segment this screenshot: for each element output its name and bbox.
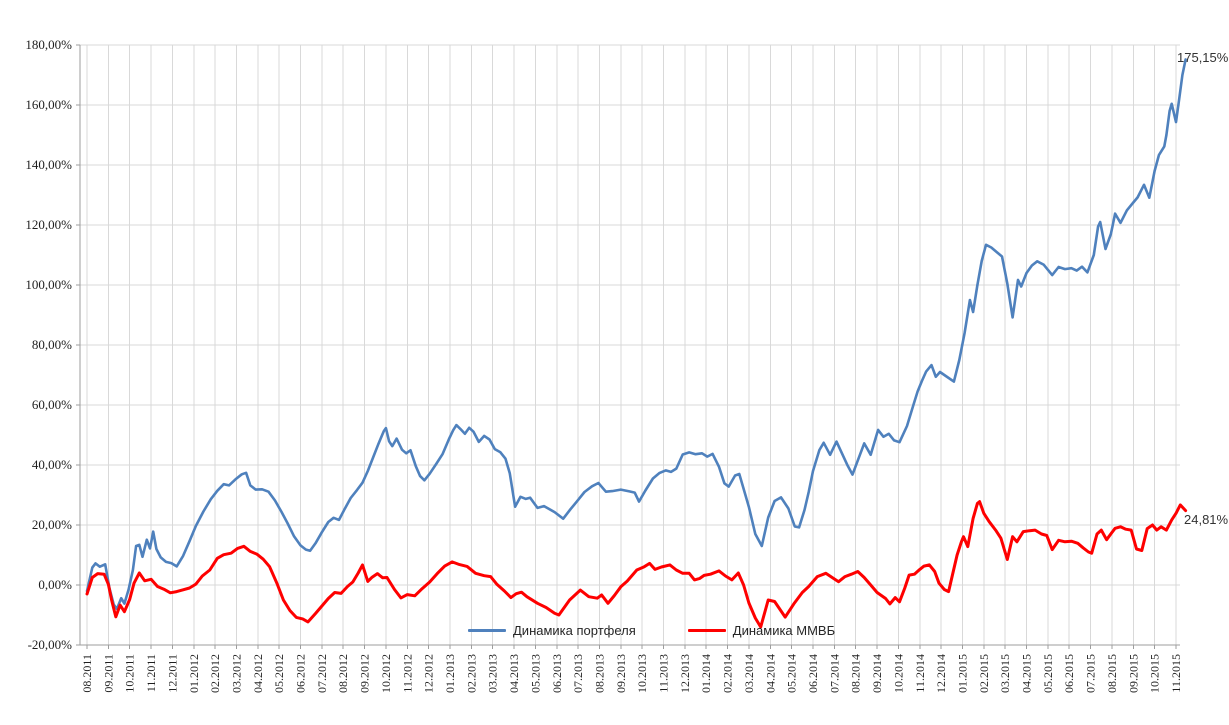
y-tick-label: 0,00% xyxy=(38,577,72,592)
index-line-sample-icon xyxy=(687,629,726,632)
portfolio-end-value-label: 175,15% xyxy=(1177,50,1229,65)
x-tick-label: 09.2015 xyxy=(1126,654,1140,693)
y-tick-label: 160,00% xyxy=(25,97,72,112)
index-end-value-label: 24,81% xyxy=(1184,512,1229,527)
x-tick-label: 07.2013 xyxy=(571,654,585,693)
x-tick-label: 03.2013 xyxy=(486,654,500,693)
y-tick-label: 140,00% xyxy=(25,157,72,172)
x-tick-label: 09.2011 xyxy=(101,654,115,693)
y-tick-label: 120,00% xyxy=(25,217,72,232)
x-tick-label: 06.2013 xyxy=(550,654,564,693)
x-tick-label: 12.2013 xyxy=(678,654,692,693)
x-tick-label: 08.2012 xyxy=(336,654,350,693)
x-tick-label: 11.2012 xyxy=(400,654,414,693)
x-tick-label: 04.2015 xyxy=(1020,654,1034,693)
legend-label-portfolio: Динамика портфеля xyxy=(513,623,636,638)
x-tick-label: 06.2014 xyxy=(806,654,820,693)
x-tick-label: 12.2011 xyxy=(165,654,179,693)
x-tick-label: 11.2014 xyxy=(913,654,927,693)
x-tick-label: 06.2015 xyxy=(1062,654,1076,693)
x-tick-label: 08.2014 xyxy=(849,654,863,693)
legend-label-index: Динамика ММВБ xyxy=(732,623,836,638)
y-tick-label: 40,00% xyxy=(32,457,72,472)
x-tick-label: 08.2013 xyxy=(592,654,606,693)
x-tick-label: 05.2012 xyxy=(272,654,286,693)
legend-item-index: Динамика ММВБ xyxy=(687,623,836,638)
x-tick-label: 02.2014 xyxy=(721,654,735,693)
y-tick-label: 60,00% xyxy=(32,397,72,412)
x-tick-label: 04.2014 xyxy=(763,654,777,693)
x-tick-label: 12.2012 xyxy=(422,654,436,693)
y-tick-label: 80,00% xyxy=(32,337,72,352)
y-tick-label: 180,00% xyxy=(25,37,72,52)
x-tick-label: 01.2012 xyxy=(187,654,201,693)
x-tick-label: 10.2014 xyxy=(891,654,905,693)
x-tick-label: 11.2011 xyxy=(144,654,158,692)
x-axis-labels: 08.2011 09.2011 10.2011 11.2011 12.2011 01.20… xyxy=(80,654,1183,693)
x-tick-label: 05.2013 xyxy=(528,654,542,693)
portfolio-line-sample-icon xyxy=(468,629,506,632)
x-tick-label: 07.2015 xyxy=(1084,654,1098,693)
x-tick-label: 03.2012 xyxy=(229,654,243,693)
x-tick-label: 10.2012 xyxy=(379,654,393,693)
x-tick-label: 08.2015 xyxy=(1105,654,1119,693)
gridlines xyxy=(80,44,1180,646)
legend-item-portfolio: Динамика портфеля xyxy=(468,623,636,638)
x-tick-label: 10.2015 xyxy=(1148,654,1162,693)
x-tick-label: 10.2013 xyxy=(635,654,649,693)
x-tick-label: 11.2013 xyxy=(657,654,671,693)
y-tick-label: -20,00% xyxy=(28,637,73,652)
x-tick-label: 05.2015 xyxy=(1041,654,1055,693)
y-tick-label: 100,00% xyxy=(25,277,72,292)
x-tick-label: 07.2012 xyxy=(315,654,329,693)
x-tick-label: 06.2012 xyxy=(294,654,308,693)
y-tick-label: 20,00% xyxy=(32,517,72,532)
x-tick-label: 02.2013 xyxy=(464,654,478,693)
x-tick-label: 03.2014 xyxy=(742,654,756,693)
x-tick-label: 04.2012 xyxy=(251,654,265,693)
y-axis-labels: 180,00% 160,00% 140,00% 120,00% 100,00% 80,00… xyxy=(25,37,72,652)
x-tick-label: 07.2014 xyxy=(827,654,841,693)
x-tick-label: 01.2015 xyxy=(955,654,969,693)
x-tick-label: 11.2015 xyxy=(1169,654,1183,693)
x-tick-label: 03.2015 xyxy=(998,654,1012,693)
x-tick-label: 10.2011 xyxy=(123,654,137,693)
axes xyxy=(76,44,1180,649)
x-tick-label: 01.2013 xyxy=(443,654,457,693)
x-tick-label: 02.2015 xyxy=(977,654,991,693)
x-tick-label: 08.2011 xyxy=(80,654,94,693)
x-tick-label: 09.2014 xyxy=(870,654,884,693)
x-tick-label: 01.2014 xyxy=(699,654,713,693)
series-line-index xyxy=(85,500,1188,629)
x-tick-label: 04.2013 xyxy=(507,654,521,693)
x-tick-label: 05.2014 xyxy=(785,654,799,693)
x-tick-label: 09.2013 xyxy=(614,654,628,693)
x-tick-label: 02.2012 xyxy=(208,654,222,693)
series-line-portfolio xyxy=(85,58,1187,611)
x-tick-label: 12.2014 xyxy=(934,654,948,693)
chart-legend: Динамика портфеля Динамика ММВБ xyxy=(468,623,835,638)
x-tick-label: 09.2012 xyxy=(358,654,372,693)
